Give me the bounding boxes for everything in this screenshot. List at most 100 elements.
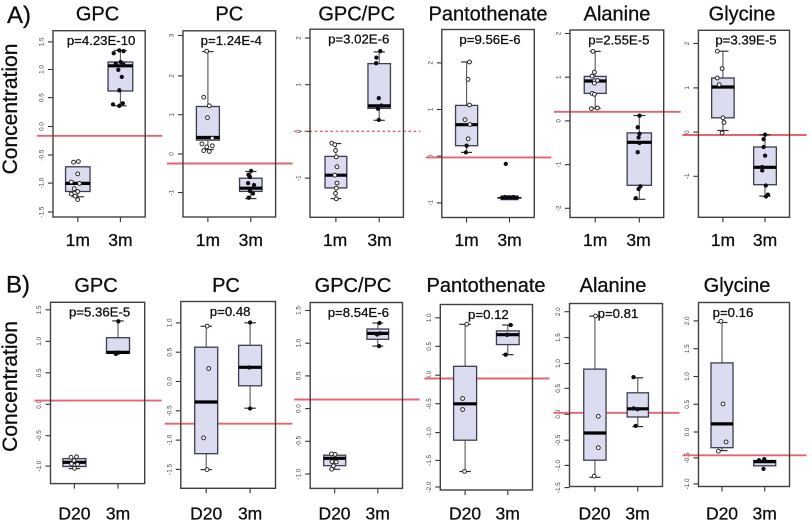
svg-text:0.5: 0.5 <box>426 341 433 350</box>
svg-text:-1.0: -1.0 <box>684 478 691 489</box>
svg-text:1: 1 <box>427 107 434 111</box>
svg-text:-1: -1 <box>684 173 691 179</box>
svg-text:D20: D20 <box>449 504 481 524</box>
svg-text:1m: 1m <box>454 230 478 250</box>
svg-text:p=9.56E-6: p=9.56E-6 <box>459 32 520 47</box>
svg-text:D20: D20 <box>58 504 90 524</box>
svg-text:1.0: 1.0 <box>426 313 433 322</box>
svg-text:Concentration: Concentration <box>0 321 22 452</box>
svg-text:3m: 3m <box>497 230 521 250</box>
svg-text:-1.0: -1.0 <box>36 460 43 471</box>
svg-text:GPC: GPC <box>74 275 117 297</box>
svg-text:0.5: 0.5 <box>296 371 303 380</box>
svg-text:1m: 1m <box>711 230 735 250</box>
svg-text:0: 0 <box>555 119 562 123</box>
svg-text:-2.0: -2.0 <box>426 481 433 492</box>
svg-text:p=4.23E-10: p=4.23E-10 <box>67 33 136 48</box>
svg-text:-0.5: -0.5 <box>296 435 303 446</box>
svg-text:1: 1 <box>168 112 175 116</box>
svg-text:3m: 3m <box>625 504 649 524</box>
svg-text:Alanine: Alanine <box>584 4 651 26</box>
svg-text:3m: 3m <box>626 230 650 250</box>
svg-text:1: 1 <box>295 82 302 86</box>
svg-text:-1.5: -1.5 <box>555 482 562 493</box>
svg-text:-1.0: -1.0 <box>166 434 173 445</box>
svg-text:-1: -1 <box>295 175 302 181</box>
svg-text:1: 1 <box>555 75 562 79</box>
svg-text:-0.5: -0.5 <box>36 430 43 441</box>
svg-text:GPC/PC: GPC/PC <box>315 275 392 297</box>
svg-text:2: 2 <box>684 41 691 45</box>
svg-text:p=5.36E-5: p=5.36E-5 <box>69 305 130 320</box>
svg-text:p=3.02E-6: p=3.02E-6 <box>328 32 389 47</box>
svg-text:-1: -1 <box>555 161 562 167</box>
svg-text:0.5: 0.5 <box>684 399 691 408</box>
svg-text:p=3.39E-5: p=3.39E-5 <box>715 33 776 48</box>
svg-text:0.0: 0.0 <box>426 370 433 379</box>
svg-text:p=0.48: p=0.48 <box>210 304 251 319</box>
svg-text:-0.5: -0.5 <box>555 434 562 445</box>
svg-text:0.5: 0.5 <box>38 93 45 102</box>
svg-text:3m: 3m <box>753 504 777 524</box>
svg-text:Glycine: Glycine <box>709 4 776 26</box>
svg-text:2: 2 <box>555 31 562 35</box>
svg-text:1.0: 1.0 <box>296 338 303 347</box>
svg-text:B): B) <box>6 272 30 299</box>
svg-text:-0.5: -0.5 <box>166 405 173 416</box>
svg-text:Concentration: Concentration <box>0 44 22 175</box>
svg-text:-1: -1 <box>427 200 434 206</box>
svg-text:-2: -2 <box>555 205 562 211</box>
svg-text:-1: -1 <box>168 189 175 195</box>
svg-text:1m: 1m <box>323 230 347 250</box>
svg-text:-0.5: -0.5 <box>426 398 433 409</box>
svg-text:1m: 1m <box>583 230 607 250</box>
svg-text:PC: PC <box>215 4 243 26</box>
svg-text:2: 2 <box>168 74 175 78</box>
svg-text:0.5: 0.5 <box>166 347 173 356</box>
svg-text:GPC/PC: GPC/PC <box>318 4 395 26</box>
svg-text:Pantothenate: Pantothenate <box>429 4 548 26</box>
svg-text:1.0: 1.0 <box>166 318 173 327</box>
svg-text:0.5: 0.5 <box>36 368 43 377</box>
svg-text:1.0: 1.0 <box>555 359 562 368</box>
svg-text:0.0: 0.0 <box>684 427 691 436</box>
svg-text:GPC: GPC <box>76 4 119 26</box>
svg-text:-0.5: -0.5 <box>38 149 45 160</box>
svg-text:3m: 3m <box>108 230 132 250</box>
svg-text:-0.5: -0.5 <box>684 452 691 463</box>
svg-text:p=0.16: p=0.16 <box>713 305 754 320</box>
svg-text:-1.5: -1.5 <box>166 463 173 474</box>
svg-text:1: 1 <box>684 86 691 90</box>
svg-text:0.0: 0.0 <box>36 399 43 408</box>
svg-text:-1.0: -1.0 <box>555 459 562 470</box>
svg-text:-1.0: -1.0 <box>38 177 45 188</box>
svg-text:3m: 3m <box>366 504 390 524</box>
svg-text:1.0: 1.0 <box>36 336 43 345</box>
svg-text:2.0: 2.0 <box>555 307 562 316</box>
svg-text:-1.5: -1.5 <box>38 206 45 217</box>
svg-text:PC: PC <box>212 275 240 297</box>
svg-text:-1.5: -1.5 <box>426 454 433 465</box>
svg-text:-1.0: -1.0 <box>296 468 303 479</box>
svg-text:2: 2 <box>295 36 302 40</box>
svg-text:3: 3 <box>168 33 175 37</box>
svg-text:D20: D20 <box>706 504 738 524</box>
svg-text:3m: 3m <box>496 504 520 524</box>
svg-text:0: 0 <box>427 154 434 158</box>
svg-text:3m: 3m <box>238 504 262 524</box>
svg-text:D20: D20 <box>190 504 222 524</box>
svg-text:0.0: 0.0 <box>38 122 45 131</box>
svg-text:Alanine: Alanine <box>580 275 647 297</box>
svg-text:0: 0 <box>295 129 302 133</box>
svg-text:A): A) <box>7 2 31 29</box>
svg-text:Glycine: Glycine <box>704 275 771 297</box>
svg-text:1m: 1m <box>66 230 90 250</box>
svg-text:1.5: 1.5 <box>296 306 303 315</box>
svg-text:p=2.55E-5: p=2.55E-5 <box>588 32 649 47</box>
svg-text:1.5: 1.5 <box>555 333 562 342</box>
svg-text:3m: 3m <box>239 230 263 250</box>
svg-text:1.5: 1.5 <box>684 344 691 353</box>
svg-text:p=1.24E-4: p=1.24E-4 <box>201 33 262 48</box>
svg-text:Pantothenate: Pantothenate <box>427 275 546 297</box>
svg-text:p=0.12: p=0.12 <box>468 307 509 322</box>
